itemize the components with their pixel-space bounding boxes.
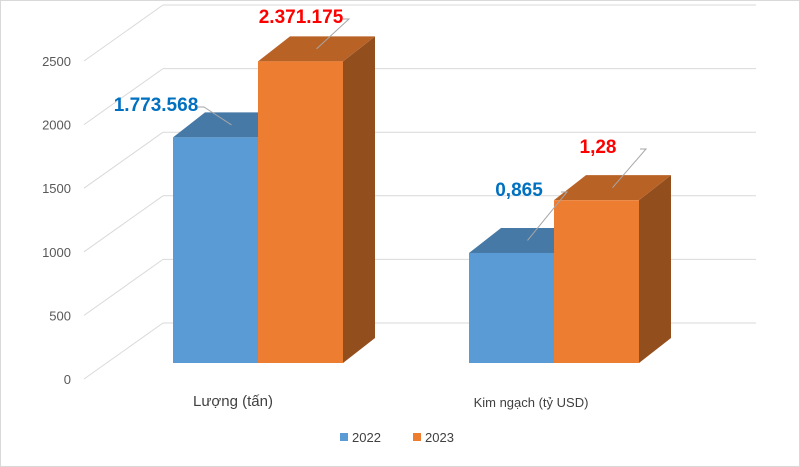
data-label-2023-0: 2.371.175 (259, 7, 344, 28)
legend-swatch (413, 433, 421, 441)
category-label: Kim ngạch (tỷ USD) (474, 395, 589, 410)
y-tick-label: 2000 (42, 118, 71, 133)
legend-swatch (340, 433, 348, 441)
leader-line (527, 191, 569, 241)
data-label-2023-1: 1,28 (580, 137, 617, 158)
legend: 2022 2023 (340, 430, 454, 445)
bar-side-2023-1 (639, 175, 671, 363)
y-tick-label: 1500 (42, 181, 71, 196)
data-labels: 1.773.568 2.371.175 0,865 1,28 (114, 7, 617, 201)
gridline-diagonal (83, 131, 164, 189)
y-tick-label: 500 (49, 308, 71, 323)
gridline-diagonal (83, 258, 164, 316)
bar-2023-0 (258, 61, 343, 364)
gridline-diagonal (83, 322, 164, 380)
leader-line (198, 106, 232, 126)
legend-label: 2022 (352, 430, 381, 445)
data-label-2022-1: 0,865 (495, 180, 543, 201)
y-tick-label: 0 (64, 372, 71, 387)
bar-2022-1 (469, 252, 554, 363)
bar-2023-1 (554, 200, 639, 363)
category-labels: Lượng (tấn) Kim ngạch (tỷ USD) (193, 393, 588, 410)
gridline-diagonal (83, 68, 164, 126)
bar-side-2023-0 (343, 36, 375, 364)
legend-label: 2023 (425, 430, 454, 445)
leader-line (316, 18, 351, 50)
y-tick-label: 2500 (42, 54, 71, 69)
data-label-2022-0: 1.773.568 (114, 95, 199, 116)
category-label: Lượng (tấn) (193, 393, 273, 410)
leader-line (612, 148, 648, 189)
gridline-diagonal (83, 4, 164, 62)
gridline-diagonal (83, 195, 164, 253)
label-leaders (198, 18, 648, 241)
y-axis-ticks: 0 500 1000 1500 2000 2500 (42, 54, 71, 387)
bars (173, 36, 671, 364)
bar-2022-0 (173, 137, 258, 363)
y-tick-label: 1000 (42, 245, 71, 260)
